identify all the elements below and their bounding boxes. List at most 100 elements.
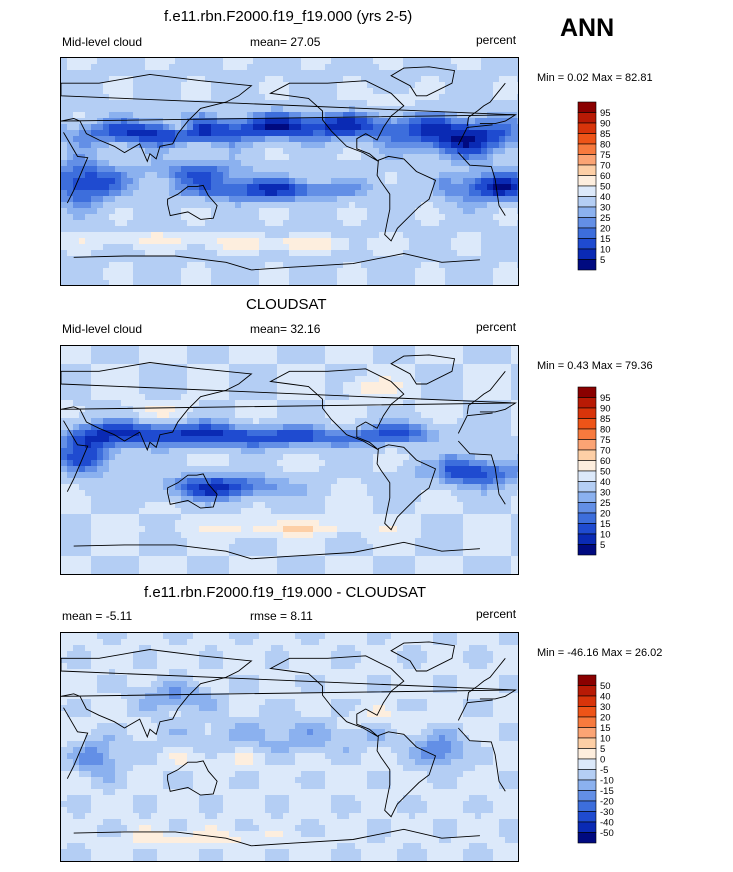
colorbar-tick-label: -5 [600, 765, 608, 776]
colorbar-swatch [577, 695, 597, 707]
coastline [251, 828, 480, 847]
panel-1-map [60, 57, 519, 286]
colorbar-swatch [577, 428, 597, 440]
colorbar-swatch [577, 533, 597, 545]
coastline [457, 699, 493, 721]
coastline [61, 649, 516, 739]
colorbar-swatch [577, 112, 597, 124]
colorbar-swatch [577, 227, 597, 239]
coastline [466, 658, 506, 702]
colorbar-swatch [577, 122, 597, 134]
colorbar-tick-label: 20 [600, 713, 611, 724]
coastline [390, 641, 456, 672]
colorbar-tick-label: 10 [600, 734, 611, 745]
colorbar-tick-label: 20 [600, 224, 611, 235]
coastline [167, 760, 218, 796]
colorbar-tick-label: -30 [600, 807, 614, 818]
coastline [466, 371, 506, 415]
colorbar-tick-label: 5 [600, 255, 605, 266]
colorbar-tick-label: 40 [600, 192, 611, 203]
colorbar-tick-label: 25 [600, 498, 611, 509]
colorbar-tick-label: -10 [600, 776, 614, 787]
colorbar-swatch [577, 259, 597, 271]
colorbar-swatch [577, 544, 597, 556]
coastline [61, 83, 517, 125]
colorbar-swatch [577, 811, 597, 823]
colorbar-tick-label: 30 [600, 702, 611, 713]
colorbar-swatch [577, 248, 597, 260]
colorbar-swatch [577, 238, 597, 250]
colorbar-swatch [577, 470, 597, 482]
panel-2-contour-map [61, 346, 518, 574]
contour-fill [61, 58, 518, 285]
colorbar-swatch [577, 175, 597, 187]
colorbar-swatch [577, 748, 597, 760]
colorbar-tick-label: 5 [600, 744, 605, 755]
colorbar-tick-label: 75 [600, 435, 611, 446]
coastline [251, 253, 480, 271]
coastline [63, 707, 89, 779]
coastline [73, 544, 252, 560]
contour-fill [61, 633, 518, 861]
colorbar-swatch [577, 523, 597, 535]
coastline [376, 155, 437, 242]
colorbar-swatch [577, 491, 597, 503]
coastline [457, 152, 506, 216]
colorbar-tick-label: -40 [600, 818, 614, 829]
colorbar-tick-label: 30 [600, 488, 611, 499]
colorbar-swatch [577, 101, 597, 113]
coastline [390, 354, 456, 385]
colorbar-tick-label: 60 [600, 456, 611, 467]
panel-3-stat: rmse = 8.11 [250, 609, 313, 623]
panel-2-map [60, 345, 519, 575]
colorbar-swatch [577, 196, 597, 208]
coastline [167, 184, 218, 220]
coastline [376, 731, 437, 818]
colorbar-tick-label: 75 [600, 150, 611, 161]
colorbar-tick-label: 70 [600, 161, 611, 172]
colorbar-tick-label: 95 [600, 393, 611, 404]
colorbar-swatch [577, 418, 597, 430]
colorbar-swatch [577, 449, 597, 461]
colorbar-tick-label: -20 [600, 797, 614, 808]
colorbar-tick-label: 90 [600, 404, 611, 415]
colorbar-tick-label: 85 [600, 129, 611, 140]
colorbar-swatch [577, 727, 597, 739]
panel-1-colorbar: 95 90 85 80 75 70 60 50 40 30 25 20 15 10 5 [577, 101, 638, 287]
panel-2-stat: mean= 32.16 [250, 322, 321, 336]
colorbar-tick-label: 50 [600, 681, 611, 692]
coastline [457, 440, 506, 505]
coastline [251, 541, 480, 560]
colorbar-swatch [577, 185, 597, 197]
colorbar-swatch [577, 386, 597, 398]
colorbar-swatch [577, 502, 597, 514]
panel-1-stat: mean= 27.05 [250, 35, 321, 49]
colorbar-tick-label: 20 [600, 509, 611, 520]
colorbar-tick-label: 40 [600, 477, 611, 488]
colorbar-swatch [577, 800, 597, 812]
colorbar-swatch [577, 407, 597, 419]
coastline [466, 82, 506, 127]
colorbar-tick-label: 95 [600, 108, 611, 119]
colorbar-swatch [577, 716, 597, 728]
colorbar-swatch [577, 790, 597, 802]
colorbar-swatch [577, 143, 597, 155]
colorbar-swatch [577, 154, 597, 166]
panel-3-title: f.e11.rbn.F2000.f19_f19.000 - CLOUDSAT [144, 584, 427, 601]
colorbar-tick-label: 15 [600, 519, 611, 530]
colorbar-tick-label: 90 [600, 119, 611, 130]
panel-3-map [60, 632, 519, 862]
colorbar-swatch [577, 460, 597, 472]
colorbar-swatch [577, 206, 597, 218]
season-label: ANN [560, 14, 615, 42]
coastline [390, 66, 456, 97]
coastline [63, 132, 89, 204]
colorbar-tick-label: 85 [600, 414, 611, 425]
colorbar-tick-label: 50 [600, 467, 611, 478]
colorbar-swatch [577, 779, 597, 791]
colorbar-swatch [577, 217, 597, 229]
coastline [457, 412, 493, 434]
colorbar-tick-label: 80 [600, 140, 611, 151]
panel-2-title: CLOUDSAT [246, 296, 327, 313]
panel-3-minmax: Min = -46.16 Max = 26.02 [537, 647, 663, 659]
